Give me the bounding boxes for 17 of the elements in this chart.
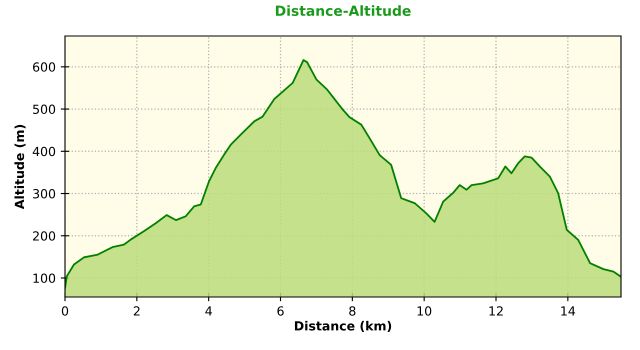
x-tick-label: 10 — [418, 306, 432, 316]
x-tick-label: 0 — [62, 306, 68, 316]
y-axis-title: Altitude (m) — [14, 124, 26, 210]
x-tick-label: 6 — [277, 306, 284, 316]
y-tick-label: 100 — [33, 273, 56, 283]
y-tick-label: 400 — [32, 146, 56, 156]
x-tick-label: 4 — [205, 306, 212, 316]
y-tick-label: 300 — [33, 189, 56, 198]
x-tick-label: 14 — [561, 306, 576, 316]
x-tick-label: 2 — [134, 306, 140, 316]
y-tick-label: 600 — [32, 62, 56, 72]
x-tick-label: 8 — [349, 306, 356, 316]
chart-title: Distance-Altitude — [276, 5, 411, 16]
y-tick-label: 200 — [33, 231, 56, 241]
x-axis-title: Distance (km) — [294, 320, 392, 332]
y-tick-label: 500 — [33, 104, 56, 114]
x-tick-label: 12 — [489, 306, 503, 316]
